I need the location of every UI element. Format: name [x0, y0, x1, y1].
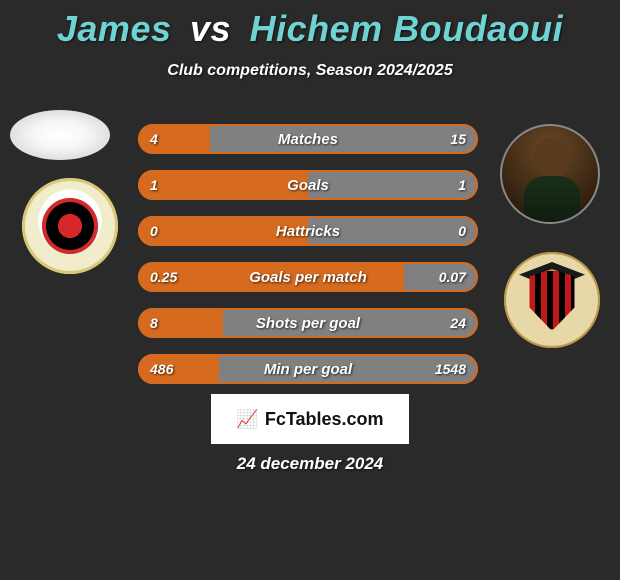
vs-text: vs: [190, 8, 231, 49]
brand-text: FcTables.com: [265, 409, 384, 430]
stat-left-value: 0: [150, 223, 158, 239]
stat-bar: 486 Min per goal 1548: [138, 354, 478, 384]
snapshot-date: 24 december 2024: [0, 454, 620, 474]
player2-club-crest: [504, 252, 600, 348]
stat-bar: 0 Hattricks 0: [138, 216, 478, 246]
stat-bar: 1 Goals 1: [138, 170, 478, 200]
stat-label: Matches: [278, 131, 338, 148]
stat-label: Shots per goal: [256, 315, 360, 332]
player1-club-crest: [22, 178, 118, 274]
stat-right-value: 15: [450, 131, 466, 147]
stat-left-value: 4: [150, 131, 158, 147]
stat-left-value: 1: [150, 177, 158, 193]
stat-left-value: 486: [150, 361, 173, 377]
stat-left-value: 8: [150, 315, 158, 331]
stat-label: Min per goal: [264, 361, 352, 378]
stat-label: Goals per match: [249, 269, 367, 286]
stat-label: Hattricks: [276, 223, 340, 240]
brand-attribution: 📈 FcTables.com: [211, 394, 409, 444]
stat-bar: 0.25 Goals per match 0.07: [138, 262, 478, 292]
player2-name: Hichem Boudaoui: [250, 8, 564, 49]
player2-avatar: [500, 124, 600, 224]
subtitle: Club competitions, Season 2024/2025: [0, 62, 620, 80]
stat-bar: 8 Shots per goal 24: [138, 308, 478, 338]
stat-bar-left-fill: [138, 124, 210, 154]
stat-right-value: 0: [458, 223, 466, 239]
stat-right-value: 1548: [435, 361, 466, 377]
stat-right-value: 24: [450, 315, 466, 331]
comparison-title: James vs Hichem Boudaoui: [0, 0, 620, 50]
stat-right-value: 1: [458, 177, 466, 193]
player1-avatar: [10, 110, 110, 160]
stat-bars-container: 4 Matches 15 1 Goals 1 0 Hattricks 0 0.25 Goals pe…: [138, 124, 478, 400]
stat-bar: 4 Matches 15: [138, 124, 478, 154]
stat-bar-left-fill: [138, 170, 308, 200]
player1-name: James: [57, 8, 172, 49]
brand-chart-icon: 📈: [236, 409, 258, 430]
stat-left-value: 0.25: [150, 269, 177, 285]
stat-right-value: 0.07: [439, 269, 466, 285]
stat-label: Goals: [287, 177, 329, 194]
